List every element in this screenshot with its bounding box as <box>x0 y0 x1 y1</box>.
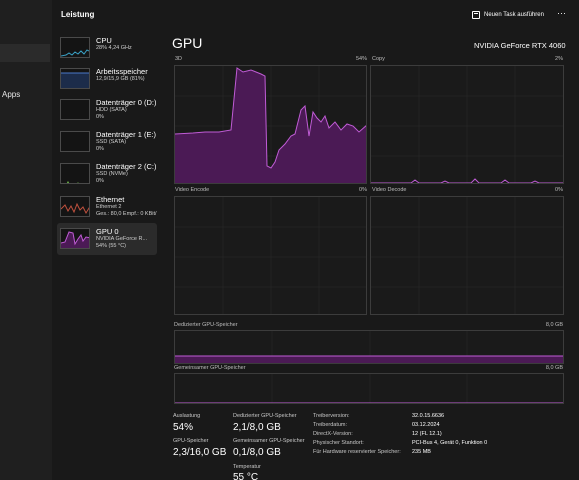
disk2-thumbnail-line <box>66 180 79 183</box>
device-usage: 0% <box>96 114 104 120</box>
stat-dedicated-memory-value: 2,1/8,0 GB <box>233 422 281 433</box>
stat-dedicated-memory-label: Dedizierter GPU-Speicher <box>233 413 297 419</box>
dedicated-memory-fill <box>175 356 563 363</box>
cpu-thumbnail-line <box>61 49 89 57</box>
3d-usage-fill <box>175 68 366 183</box>
stat-temperature-value: 55 °C <box>233 472 259 480</box>
device-usage: 54% (55 °C) <box>96 243 127 249</box>
gpu-thumbnail-graph <box>60 228 90 249</box>
more-options-button[interactable]: ··· <box>557 8 566 18</box>
nav-item-selected[interactable] <box>0 44 50 62</box>
device-detail: Ethernet 2 <box>96 204 122 210</box>
engine-name-3d: 3D <box>175 56 183 62</box>
run-new-task-button[interactable]: Neuen Task ausführen <box>472 8 544 22</box>
engine-name-video-encode: Video Encode <box>175 187 210 193</box>
device-detail: SSD (SATA) <box>96 139 127 145</box>
device-detail: NVIDIA GeForce R... <box>96 236 148 242</box>
info-physical-location-label: Physischer Standort: <box>313 440 364 446</box>
stat-gpu-memory-label: GPU-Speicher <box>173 438 209 444</box>
device-disk-0[interactable]: Datenträger 0 (D:) HDD (SATA) 0% <box>57 94 157 126</box>
memory-thumbnail-graph <box>60 68 90 89</box>
device-detail: 28% 4,24 GHz <box>96 45 132 51</box>
device-name: GPU 0 <box>96 227 119 236</box>
stat-shared-memory-label: Gemeinsamer GPU-Speicher <box>233 438 305 444</box>
left-nav: Apps <box>0 0 52 480</box>
stat-utilization-label: Auslastung <box>173 413 201 419</box>
device-throughput: Ges.: 80,0 Empf.: 0 KBit/ <box>96 211 157 217</box>
info-physical-location-value: PCI-Bus 4, Gerät 0, Funktion 0 <box>412 440 488 446</box>
page-title: Leistung <box>61 10 95 19</box>
dedicated-memory-label: Dedizierter GPU-Speicher <box>174 322 238 328</box>
gpu-heading: GPU <box>172 35 203 51</box>
dedicated-memory-max: 8,0 GB <box>545 322 563 328</box>
gpu-thumbnail-line <box>61 231 89 246</box>
run-new-task-label: Neuen Task ausführen <box>484 12 544 18</box>
gpu-thumbnail-fill <box>61 232 89 248</box>
stat-shared-memory-value: 0,1/8,0 GB <box>233 447 281 458</box>
top-bar: Leistung Neuen Task ausführen ··· <box>52 0 579 28</box>
info-reserved-memory-label: Für Hardware reservierter Speicher: <box>313 449 401 455</box>
grid-lines <box>175 197 366 314</box>
info-driver-version-value: 32.0.15.6636 <box>412 413 445 419</box>
grid-lines <box>271 374 468 403</box>
engine-name-video-decode: Video Decode <box>372 187 407 193</box>
graph-copy <box>370 65 564 184</box>
device-name: Arbeitsspeicher <box>96 67 148 76</box>
ethernet-thumbnail-graph <box>60 196 90 217</box>
device-detail: HDD (SATA) <box>96 107 127 113</box>
engine-name-copy: Copy <box>372 56 385 62</box>
nav-item-apps[interactable]: Apps <box>2 90 21 99</box>
grid-lines <box>371 197 563 314</box>
stat-gpu-memory-value: 2,3/16,0 GB <box>173 447 227 458</box>
engine-percent-video-encode: 0% <box>359 187 367 193</box>
cpu-thumbnail-graph <box>60 37 90 58</box>
device-name: Datenträger 2 (C:) <box>96 162 157 171</box>
device-detail: SSD (NVMe) <box>96 171 128 177</box>
device-name: CPU <box>96 36 112 45</box>
graph-dedicated-memory <box>174 330 564 364</box>
device-disk-1[interactable]: Datenträger 1 (E:) SSD (SATA) 0% <box>57 126 157 158</box>
info-reserved-memory-value: 235 MB <box>412 449 431 455</box>
stat-temperature-label: Temperatur <box>233 464 261 470</box>
copy-usage-line <box>371 178 563 183</box>
device-ethernet[interactable]: Ethernet Ethernet 2 Ges.: 80,0 Empf.: 0 … <box>57 191 157 223</box>
stat-utilization-value: 54% <box>173 422 194 433</box>
device-name: Ethernet <box>96 195 125 204</box>
engine-percent-copy: 2% <box>555 56 563 62</box>
device-gpu-0[interactable]: GPU 0 NVIDIA GeForce R... 54% (55 °C) <box>57 223 157 255</box>
engine-percent-3d: 54% <box>355 56 367 62</box>
info-directx-label: DirectX-Version: <box>313 431 353 437</box>
gpu-model-name: NVIDIA GeForce RTX 4060 <box>474 41 566 50</box>
grid-lines <box>371 66 563 183</box>
device-memory[interactable]: Arbeitsspeicher 12,9/15,9 GB (81%) <box>57 63 157 95</box>
disk2-thumbnail-graph <box>60 163 90 184</box>
graph-3d <box>174 65 367 184</box>
graph-video-encode <box>174 196 367 315</box>
device-name: Datenträger 1 (E:) <box>96 130 157 139</box>
3d-usage-line <box>175 67 366 169</box>
device-name: Datenträger 0 (D:) <box>96 98 157 107</box>
info-driver-version-label: Treiberversion: <box>313 413 350 419</box>
device-cpu[interactable]: CPU 28% 4,24 GHz <box>57 32 157 64</box>
run-task-icon <box>472 11 480 19</box>
performance-page: Leistung Neuen Task ausführen ··· CPU 28… <box>52 0 579 480</box>
device-usage: 0% <box>96 178 104 184</box>
graph-video-decode <box>370 196 564 315</box>
shared-memory-max: 8,0 GB <box>545 365 563 371</box>
info-directx-value: 12 (FL 12.1) <box>412 431 442 437</box>
shared-memory-label: Gemeinsamer GPU-Speicher <box>174 365 246 371</box>
device-disk-2[interactable]: Datenträger 2 (C:) SSD (NVMe) 0% <box>57 158 157 190</box>
graph-shared-memory <box>174 373 564 404</box>
info-driver-date-value: 03.12.2024 <box>412 422 440 428</box>
ethernet-thumbnail-line <box>61 202 89 215</box>
shared-memory-fill <box>175 403 564 404</box>
info-driver-date-label: Treiberdatum: <box>313 422 348 428</box>
device-detail: 12,9/15,9 GB (81%) <box>96 76 145 82</box>
memory-thumbnail-fill <box>61 73 89 88</box>
device-usage: 0% <box>96 146 104 152</box>
engine-percent-video-decode: 0% <box>555 187 563 193</box>
disk0-thumbnail-graph <box>60 99 90 120</box>
disk1-thumbnail-graph <box>60 131 90 152</box>
